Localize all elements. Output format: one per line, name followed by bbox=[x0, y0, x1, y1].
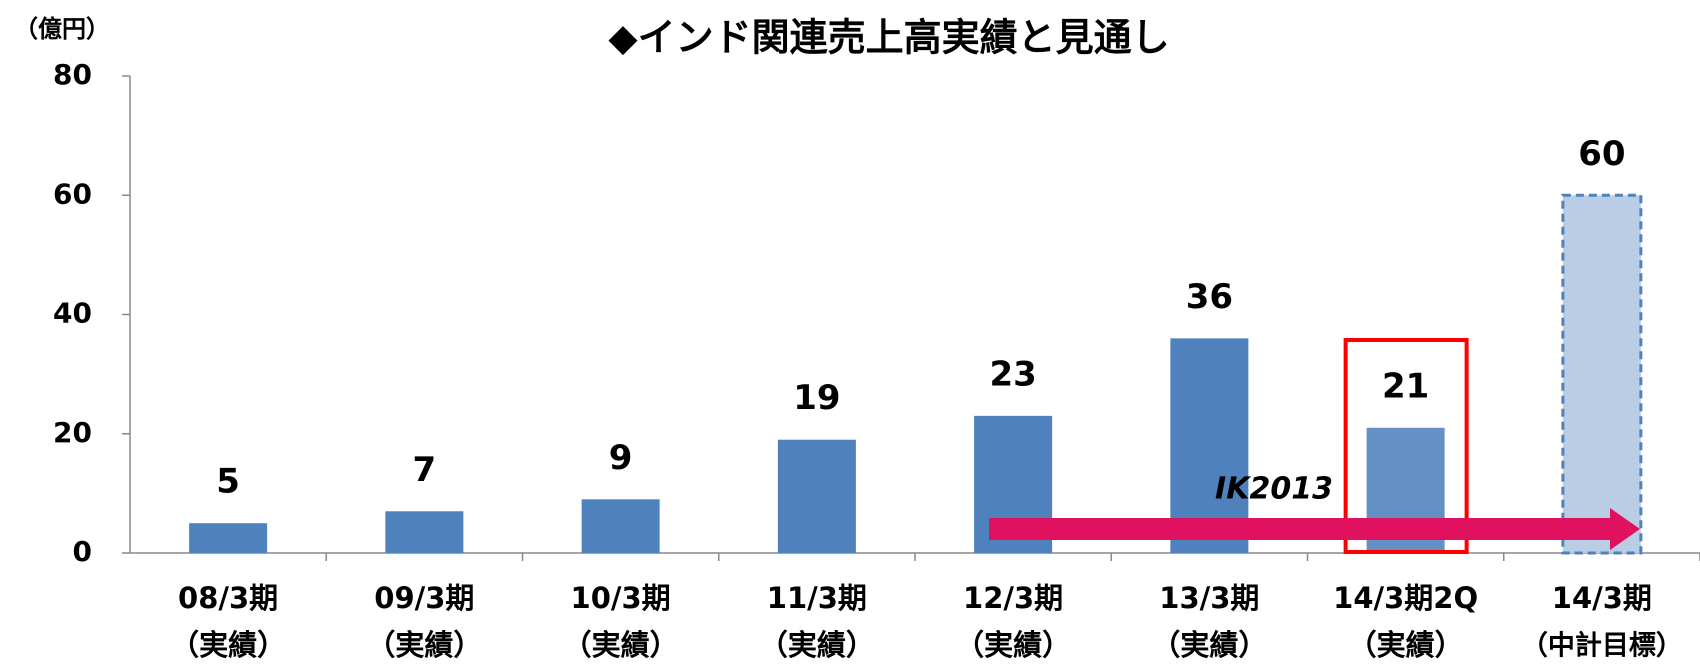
x-tick-label: （実績） bbox=[563, 628, 679, 662]
x-tick-label: （実績） bbox=[955, 628, 1071, 662]
x-tick-label: 11/3期 bbox=[767, 581, 867, 615]
x-tick-label: 08/3期 bbox=[178, 581, 278, 615]
x-tick-label: （実績） bbox=[170, 628, 286, 662]
x-tick-label: （実績） bbox=[1348, 628, 1464, 662]
value-label: 9 bbox=[609, 438, 633, 478]
x-tick-label: 12/3期 bbox=[963, 581, 1063, 615]
x-tick-label: 14/3期2Q bbox=[1333, 581, 1478, 615]
value-label: 23 bbox=[989, 354, 1036, 394]
x-tick-label: （実績） bbox=[1151, 628, 1267, 662]
x-tick-label: 13/3期 bbox=[1159, 581, 1259, 615]
bar bbox=[777, 439, 856, 553]
x-tick-label: （中計目標） bbox=[1521, 630, 1683, 662]
y-tick-label: 60 bbox=[53, 177, 92, 210]
highlight-box bbox=[1343, 338, 1469, 554]
chart-title: ◆インド関連売上高実績と見通し bbox=[608, 16, 1169, 60]
arrow bbox=[989, 508, 1640, 550]
value-label: 19 bbox=[793, 378, 840, 418]
bar bbox=[385, 511, 464, 553]
value-label: 21 bbox=[1382, 366, 1429, 406]
value-label: 5 bbox=[216, 462, 240, 502]
bar bbox=[1561, 193, 1643, 555]
x-tick-label: （実績） bbox=[366, 628, 482, 662]
value-label: 7 bbox=[413, 450, 437, 490]
bar bbox=[581, 499, 660, 553]
y-tick-label: 0 bbox=[73, 535, 92, 568]
y-tick-label: 40 bbox=[53, 297, 92, 330]
x-tick-label: （実績） bbox=[759, 628, 875, 662]
x-tick-label: 09/3期 bbox=[374, 581, 474, 615]
value-label: 60 bbox=[1578, 134, 1625, 174]
y-tick-label: 20 bbox=[53, 416, 92, 449]
annotation: IK2013 bbox=[1215, 472, 1333, 507]
x-tick-label: 10/3期 bbox=[571, 581, 671, 615]
bar bbox=[1170, 338, 1249, 553]
y-tick-label: 80 bbox=[53, 58, 92, 91]
value-label: 36 bbox=[1186, 277, 1233, 317]
y-unit-label: （億円） bbox=[14, 15, 110, 43]
x-tick-label: 14/3期 bbox=[1552, 581, 1652, 615]
bar bbox=[189, 523, 268, 553]
